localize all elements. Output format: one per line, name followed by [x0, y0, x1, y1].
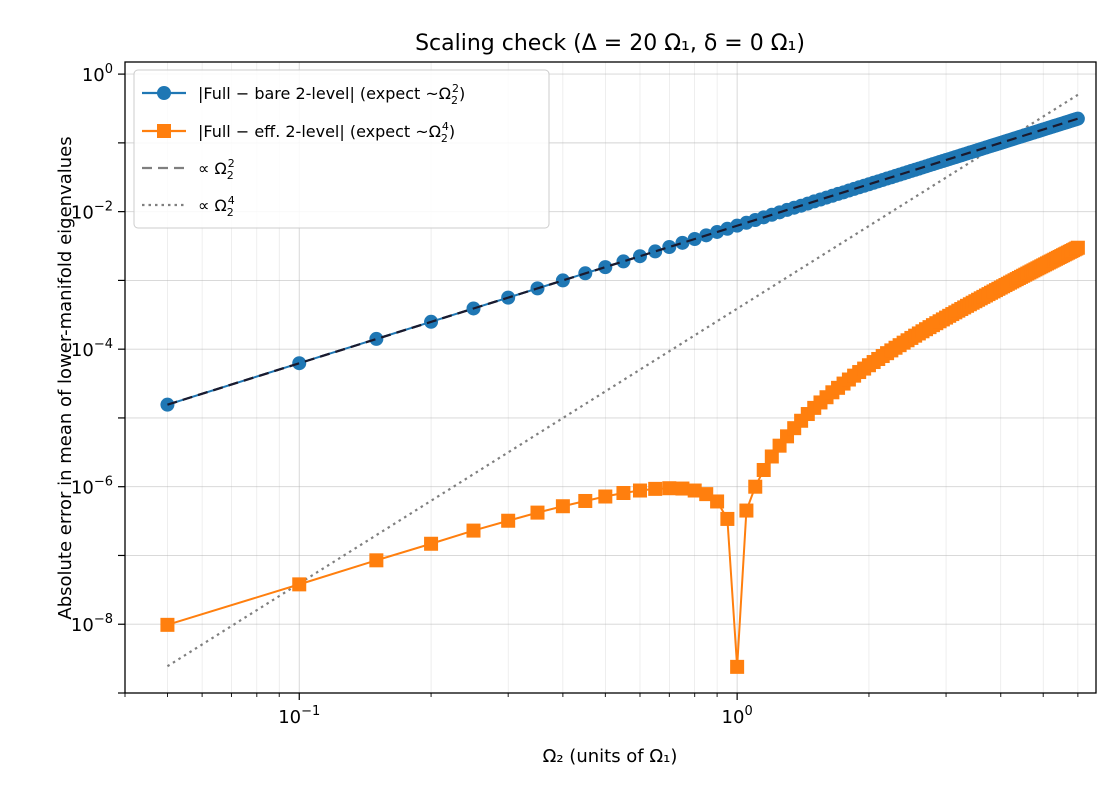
series-2-point [632, 483, 647, 498]
series-2-point [555, 499, 570, 514]
series-2-point [662, 481, 677, 496]
y-axis-label: Absolute error in mean of lower-manifold… [55, 136, 76, 619]
series-2-point [466, 523, 481, 538]
series-1-point [555, 273, 570, 288]
series-1-point [160, 397, 175, 412]
series-2-point [748, 479, 763, 494]
series-1-point [1070, 111, 1085, 126]
x-tick-label: 10−1 [278, 704, 320, 728]
series-1-point [648, 244, 663, 259]
series-2-point [616, 485, 631, 500]
legend: |Full − bare 2-level| (expect ~Ω22) |Full… [133, 69, 550, 229]
series-1-point [662, 240, 677, 255]
series-2-point [739, 503, 754, 518]
series-1-point [632, 249, 647, 264]
legend-marker [157, 86, 171, 100]
series-2-point [369, 553, 384, 568]
legend-label: |Full − eff. 2-level| (expect ~Ω24) [198, 120, 455, 145]
legend-box [133, 69, 550, 229]
series-1-point [616, 254, 631, 269]
series-2-point [598, 489, 613, 504]
series-2-point [292, 577, 307, 592]
x-axis-label: Ω₂ (units of Ω₁) [543, 746, 678, 767]
series-2-point [578, 493, 593, 508]
y-tick-label: 10−4 [71, 337, 113, 361]
axis-ticks: 10−1 100 10−8 10−6 10−4 10−2 100 [71, 62, 1079, 728]
y-tick-label: 10−8 [71, 612, 113, 636]
legend-marker [157, 124, 171, 138]
series-2-point [424, 536, 439, 551]
series-2-point [720, 511, 735, 526]
series-2-point [710, 494, 725, 509]
series-1-point [369, 331, 384, 346]
series-2-point [730, 659, 745, 674]
series-2-point [764, 449, 779, 464]
y-tick-label: 10−6 [71, 475, 113, 499]
series-2-point [675, 481, 690, 496]
series-2-point [501, 513, 516, 528]
plot-markers [160, 111, 1085, 674]
legend-label: ∝ Ω22 [198, 157, 235, 182]
chart-title: Scaling check (Δ = 20 Ω₁, δ = 0 Ω₁) [415, 31, 805, 56]
series-1-point [598, 260, 613, 275]
legend-label: ∝ Ω24 [198, 194, 235, 219]
series-1-point [675, 235, 690, 250]
series-2-point [160, 617, 175, 632]
plot-frame [124, 61, 1097, 694]
x-tick-label: 100 [722, 704, 753, 728]
series-2-point [530, 505, 545, 520]
series-1-point [292, 356, 307, 371]
y-tick-label: 10−2 [71, 200, 113, 224]
series-2-point [699, 487, 714, 502]
series-2-point [687, 483, 702, 498]
series-2-point [648, 481, 663, 496]
series-2-point [1070, 240, 1085, 255]
series-2-point [756, 462, 771, 477]
legend-label: |Full − bare 2-level| (expect ~Ω22) [198, 82, 465, 107]
y-tick-label: 100 [82, 62, 113, 86]
